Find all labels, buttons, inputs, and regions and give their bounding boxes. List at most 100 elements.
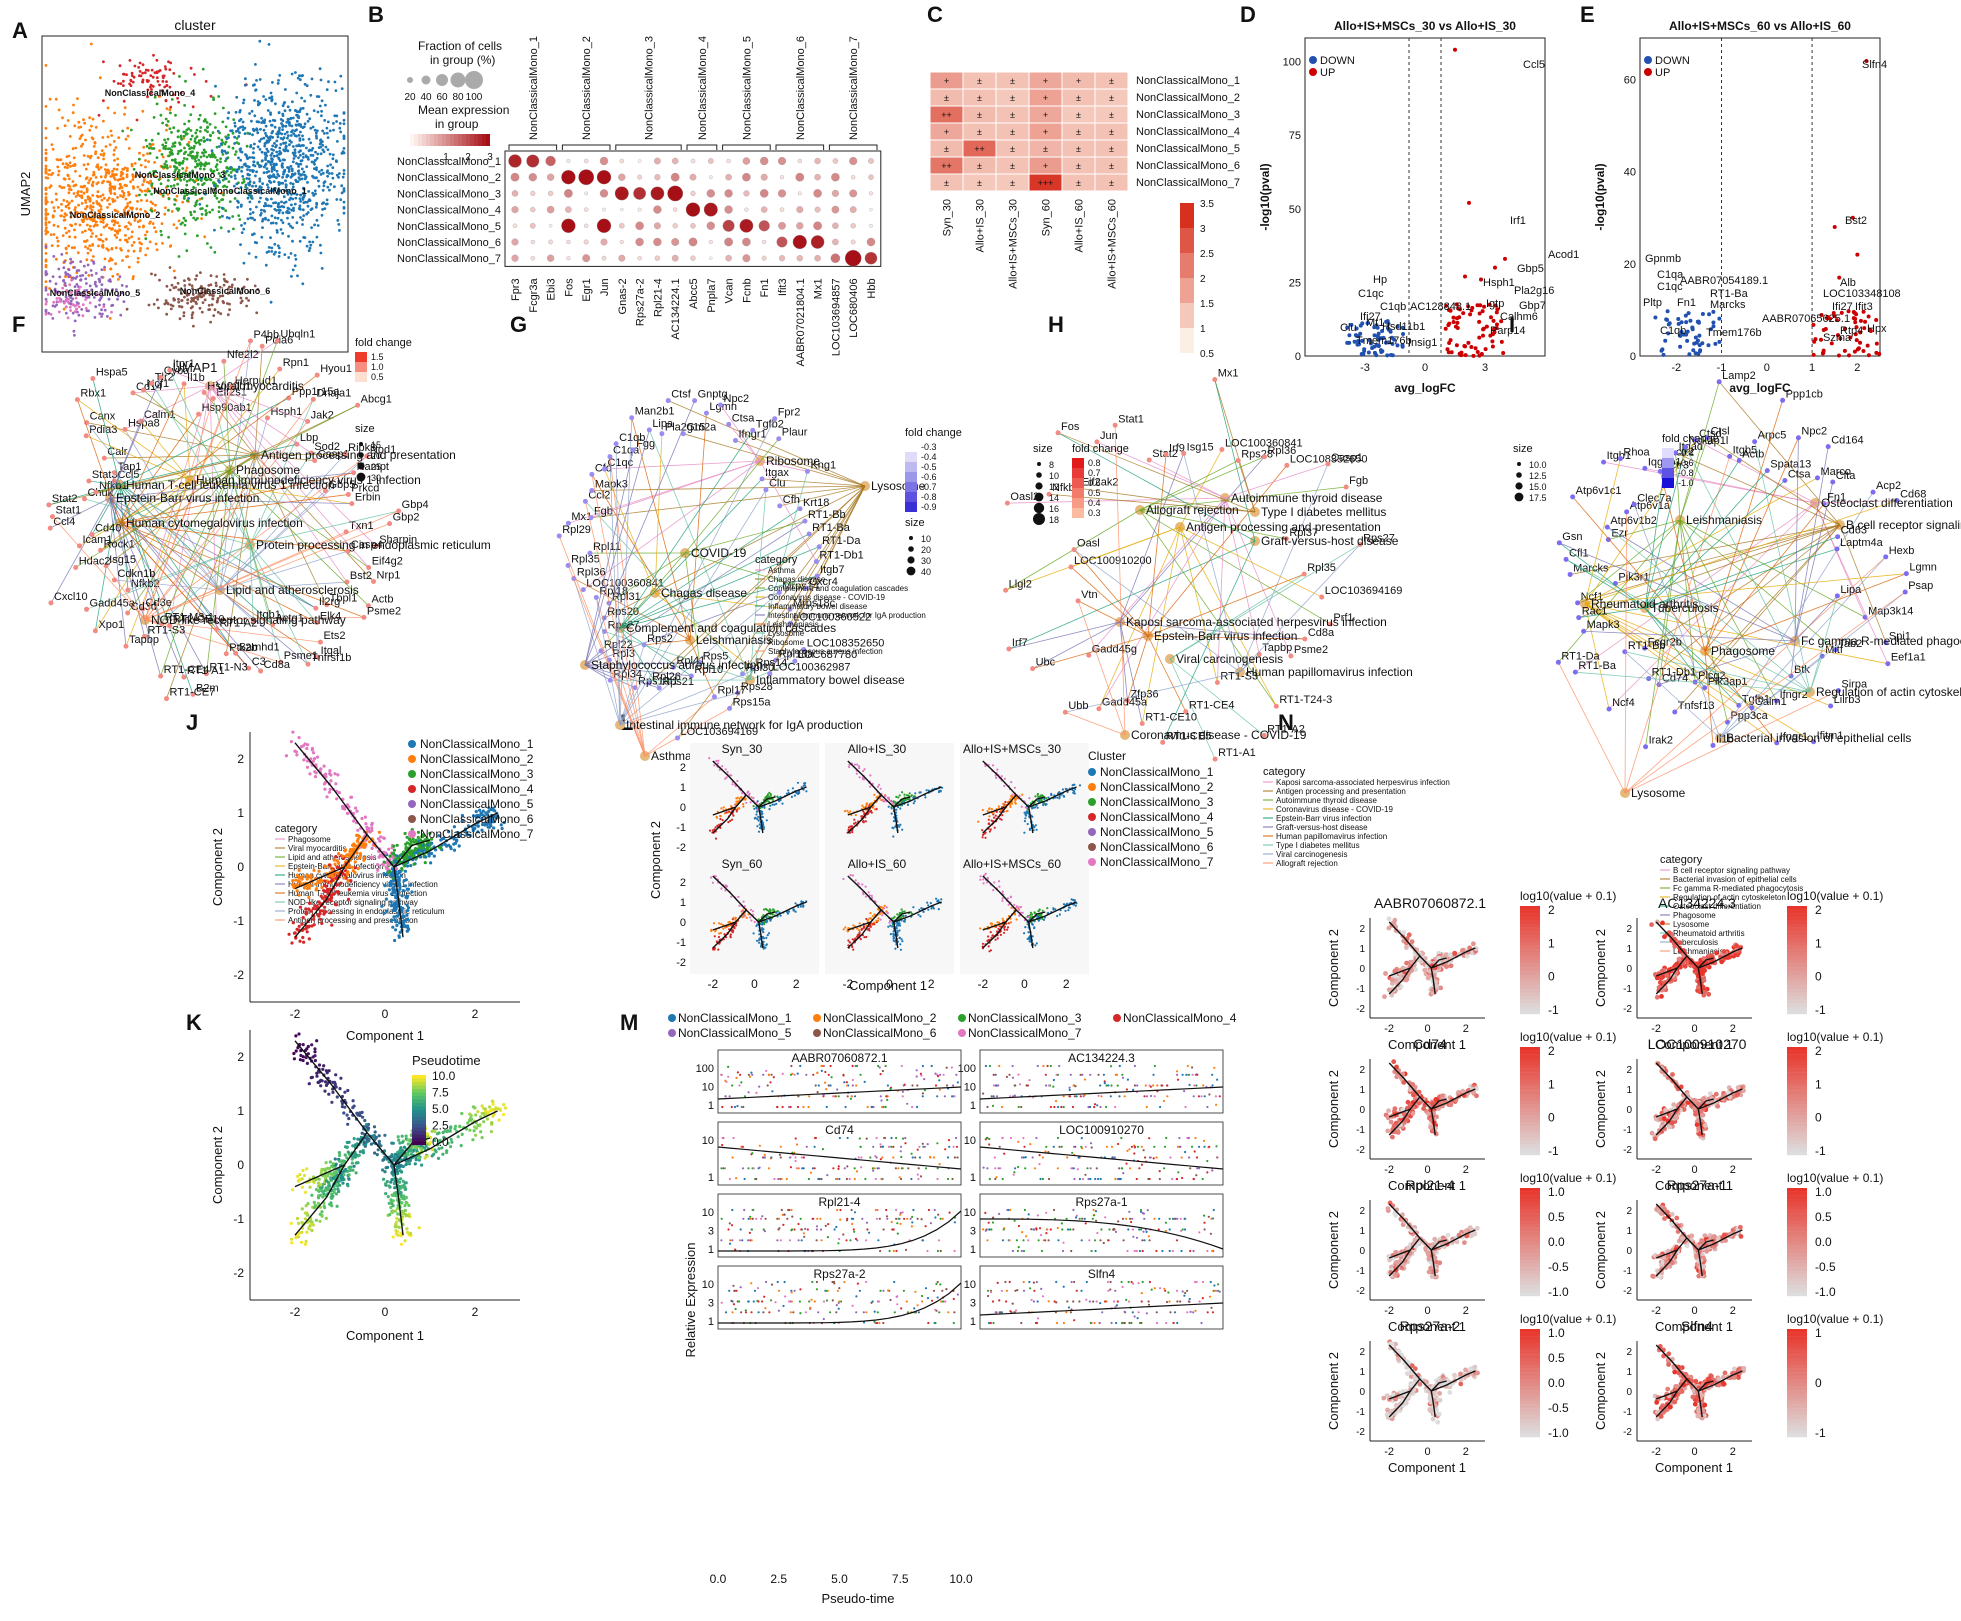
umap-cell [49,98,52,101]
y-tick: 0 [1630,351,1636,363]
gene-label: C1qb [1380,301,1406,313]
fc-scale-cell [355,352,367,362]
size-tick: 40 [420,92,432,103]
cell-point [296,889,299,892]
umap-cell [265,148,268,151]
cell-point [352,820,355,823]
umap-cell [280,137,283,140]
umap-cell [297,169,300,172]
dot [527,155,540,168]
heat-sign: ± [1010,144,1015,154]
gene-node [647,427,652,432]
dot [780,208,784,212]
dot [547,174,554,181]
heat-sign: ± [1010,93,1015,103]
gene-label: Hbb [866,278,878,298]
gene-label: Lamp2 [1722,370,1756,382]
umap-cell [92,174,95,177]
umap-cell [45,252,48,255]
umap-cell [102,60,105,63]
gene-node [1072,547,1077,552]
umap-cell [216,197,219,200]
legend-title: fold change [905,427,962,439]
gene-node [1601,460,1606,465]
cluster-label: NonClassicalMonoClassicalMono_1 [153,186,307,196]
umap-cell [95,235,98,238]
umap-cell [86,205,89,208]
umap-cell [292,145,295,148]
umap-cell [287,105,290,108]
umap-cell [255,79,258,82]
heat-scale-tick: 1 [1200,324,1206,335]
umap-cell [107,172,110,175]
gene-point [1466,341,1470,345]
umap-cell [101,149,104,152]
gene-point [1867,353,1871,357]
umap-cell [109,317,112,320]
umap-cell [58,170,61,173]
gene-point [1877,352,1881,356]
umap-cell [59,214,62,217]
umap-cell [199,271,202,274]
umap-cell [128,83,131,86]
umap-cell [252,84,255,87]
umap-cell [205,213,208,216]
x-tick: 2 [1854,362,1860,374]
term-label: Intestinal immune network for IgA produc… [626,718,863,732]
umap-cell [227,313,230,316]
gene-label: RT1-Da [1561,650,1600,662]
cell-point [453,849,456,852]
umap-cell [206,205,209,208]
umap-cell [336,140,339,143]
umap-cell [161,222,164,225]
umap-cell [332,177,335,180]
cluster-label: NonClassicalMono_4 [105,88,196,98]
umap-cell [90,269,93,272]
umap-cell [137,66,140,69]
gene-label: Nfe2l2 [227,349,259,361]
umap-cell [232,147,235,150]
umap-cell [316,153,319,156]
gene-label: Ifit3 [1855,301,1873,313]
dot [798,192,802,196]
umap-cell [205,80,208,83]
gene-node [275,338,280,343]
gene-label: Ccl5 [1523,59,1545,71]
umap-cell [210,246,213,249]
umap-cell [74,223,77,226]
gene-node [1834,547,1839,552]
umap-cell [74,236,77,239]
heat-sign: + [1043,93,1048,103]
umap-cell [244,77,247,80]
heat-sign: ± [1109,110,1114,120]
dot [512,239,519,246]
cell-point [404,870,407,873]
umap-cell [185,249,188,252]
umap-cell [341,152,344,155]
umap-cell [156,59,159,62]
umap-cell [220,139,223,142]
legend-title: fold change [355,337,412,349]
gene-node [277,366,282,371]
gene-node [48,526,53,531]
umap-cell [137,261,140,264]
umap-cell [255,170,258,173]
umap-cell [119,64,122,67]
umap-cell [299,149,302,152]
gene-label: Gm2a [686,422,717,434]
umap-cell [201,213,204,216]
umap-cell [91,194,94,197]
umap-cell [126,127,129,130]
gene-point [1373,351,1377,355]
dot [620,240,624,244]
color-legend-cell [434,134,438,146]
umap-cell [138,237,141,240]
umap-cell [270,163,273,166]
umap-cell [111,198,114,201]
gene-point [1687,352,1691,356]
umap-cell [100,153,103,156]
umap-cell [194,137,197,140]
size-tick: 30 [371,473,381,483]
umap-cell [255,256,258,259]
heat-sign: ± [1076,144,1081,154]
